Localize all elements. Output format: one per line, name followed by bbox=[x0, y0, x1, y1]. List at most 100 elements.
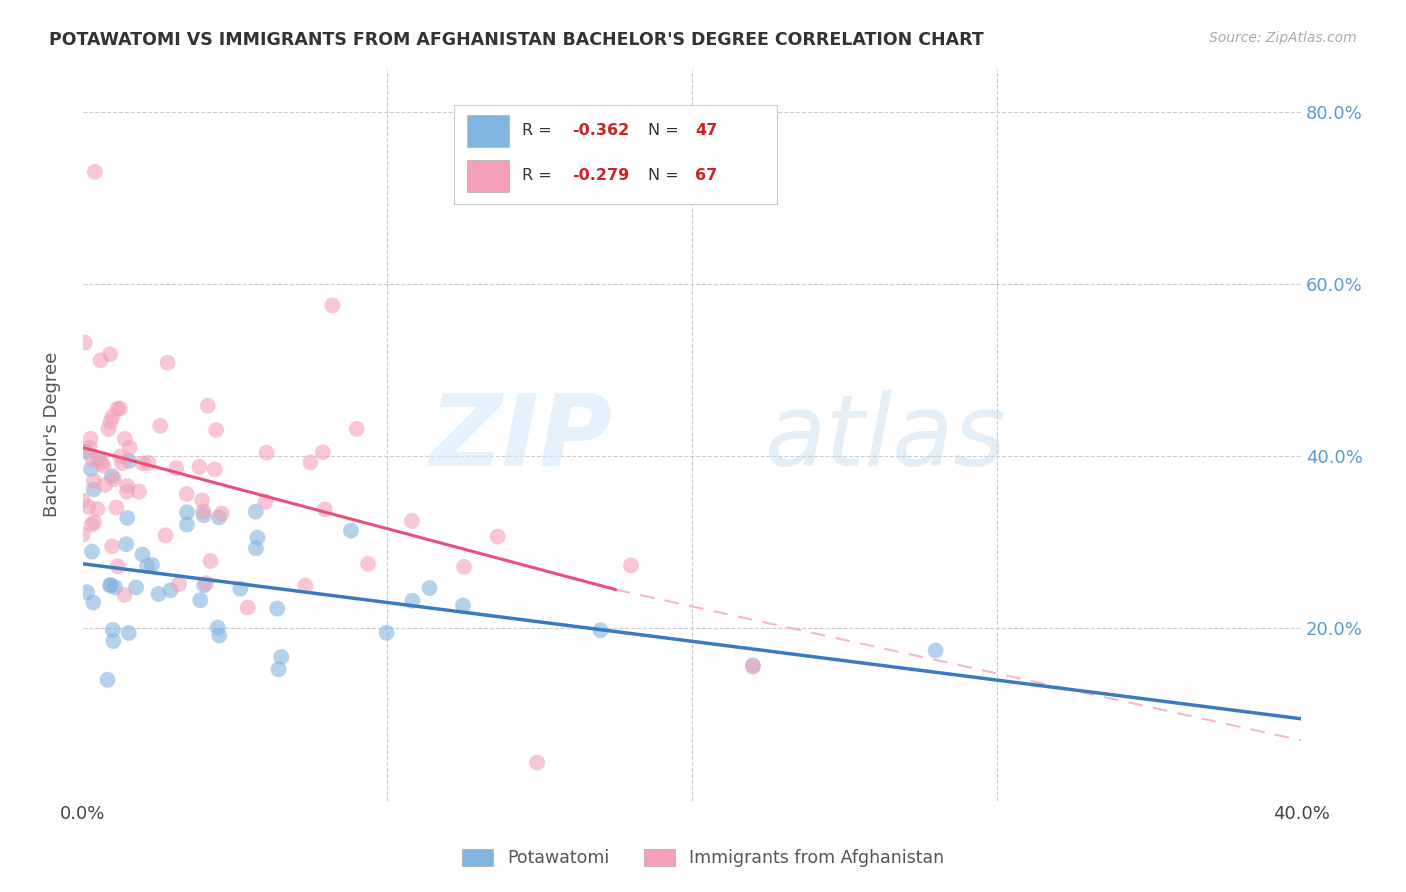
Point bbox=[418, 581, 440, 595]
Point bbox=[236, 600, 259, 615]
Point bbox=[82, 453, 104, 467]
Point bbox=[72, 527, 94, 541]
Point bbox=[87, 451, 110, 466]
Point bbox=[267, 662, 290, 676]
Point bbox=[101, 623, 124, 637]
Point bbox=[165, 461, 187, 475]
Point bbox=[208, 628, 231, 642]
Point bbox=[72, 493, 94, 508]
Point bbox=[453, 559, 475, 574]
Point bbox=[90, 455, 112, 469]
Point bbox=[229, 582, 252, 596]
Point bbox=[73, 335, 96, 350]
Point bbox=[176, 487, 198, 501]
Point bbox=[110, 450, 132, 464]
Point bbox=[115, 484, 138, 499]
Point bbox=[188, 593, 211, 607]
Point bbox=[101, 539, 124, 553]
Point bbox=[346, 422, 368, 436]
Point bbox=[193, 504, 215, 518]
Point bbox=[79, 441, 101, 455]
Text: atlas: atlas bbox=[765, 390, 1007, 487]
Legend: Potawatomi, Immigrants from Afghanistan: Potawatomi, Immigrants from Afghanistan bbox=[456, 842, 950, 874]
Point bbox=[245, 541, 267, 556]
Point bbox=[118, 626, 141, 640]
Point bbox=[266, 601, 288, 615]
Point bbox=[83, 165, 105, 179]
Point bbox=[526, 756, 548, 770]
Point bbox=[451, 599, 474, 613]
Point bbox=[155, 528, 177, 542]
Point bbox=[76, 585, 98, 599]
Text: ZIP: ZIP bbox=[430, 390, 613, 487]
Point bbox=[104, 580, 127, 594]
Point bbox=[98, 347, 121, 361]
Point bbox=[401, 514, 423, 528]
Point bbox=[100, 415, 122, 429]
Point bbox=[111, 456, 134, 470]
Point bbox=[340, 524, 363, 538]
Point bbox=[208, 510, 231, 524]
Point bbox=[83, 474, 105, 488]
Point bbox=[118, 441, 141, 455]
Point bbox=[108, 401, 131, 416]
Point bbox=[176, 505, 198, 519]
Point bbox=[188, 459, 211, 474]
Point bbox=[115, 537, 138, 551]
Point bbox=[159, 583, 181, 598]
Point bbox=[149, 418, 172, 433]
Point bbox=[195, 576, 218, 591]
Point bbox=[132, 456, 155, 470]
Point bbox=[125, 581, 148, 595]
Point bbox=[299, 455, 322, 469]
Point bbox=[96, 673, 118, 687]
Point bbox=[90, 353, 112, 368]
Point bbox=[107, 559, 129, 574]
Point bbox=[294, 579, 316, 593]
Point bbox=[197, 399, 219, 413]
Point bbox=[136, 558, 159, 573]
Point bbox=[924, 643, 946, 657]
Point bbox=[75, 444, 97, 458]
Point bbox=[103, 472, 125, 486]
Point bbox=[176, 517, 198, 532]
Point bbox=[103, 634, 125, 648]
Point bbox=[156, 356, 179, 370]
Point bbox=[620, 558, 643, 573]
Point bbox=[375, 625, 398, 640]
Point bbox=[148, 587, 170, 601]
Point bbox=[117, 511, 139, 525]
Point bbox=[193, 508, 215, 523]
Point bbox=[80, 517, 103, 532]
Point bbox=[82, 595, 104, 609]
Y-axis label: Bachelor's Degree: Bachelor's Degree bbox=[44, 352, 60, 517]
Point bbox=[94, 478, 117, 492]
Point bbox=[191, 493, 214, 508]
Point bbox=[80, 462, 103, 476]
Point bbox=[101, 469, 124, 483]
Point bbox=[93, 458, 115, 473]
Point bbox=[97, 422, 120, 436]
Point bbox=[107, 401, 129, 416]
Point bbox=[86, 502, 108, 516]
Point bbox=[118, 454, 141, 468]
Point bbox=[128, 484, 150, 499]
Point bbox=[246, 531, 269, 545]
Point bbox=[741, 660, 763, 674]
Point bbox=[105, 500, 128, 515]
Point bbox=[314, 502, 336, 516]
Point bbox=[193, 578, 215, 592]
Point bbox=[486, 530, 509, 544]
Point bbox=[131, 548, 153, 562]
Point bbox=[80, 544, 103, 558]
Point bbox=[256, 445, 278, 459]
Point bbox=[741, 658, 763, 673]
Point bbox=[167, 577, 190, 591]
Point bbox=[114, 432, 136, 446]
Point bbox=[117, 479, 139, 493]
Point bbox=[211, 507, 233, 521]
Point bbox=[207, 621, 229, 635]
Point bbox=[401, 594, 423, 608]
Point bbox=[98, 578, 121, 592]
Point bbox=[79, 432, 101, 446]
